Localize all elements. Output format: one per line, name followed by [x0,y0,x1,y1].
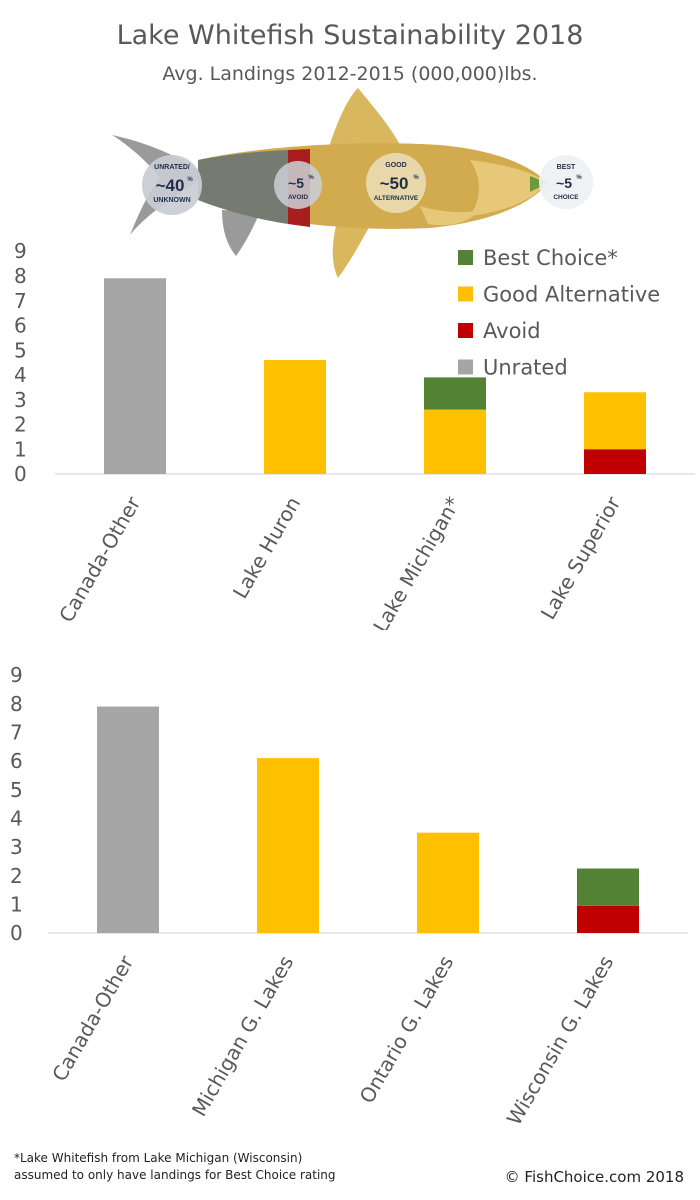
badge-best-bottom: CHOICE [553,194,579,201]
bar-lake-superior-avoid [584,449,646,474]
badge-good-value: ~50 [380,174,409,193]
y-tick-label: 9 [10,663,23,687]
footnote: *Lake Whitefish from Lake Michigan (Wisc… [14,1150,336,1184]
x-category-label: Lake Huron [228,493,305,603]
x-category-label: Lake Superior [536,492,626,624]
bar-lake-huron-good-alternative [264,360,326,474]
x-category-label: Lake Michigan* [368,493,465,631]
y-tick-label: 8 [14,264,27,288]
chart-subtitle: Avg. Landings 2012-2015 (000,000)lbs. [162,63,538,85]
bar-michigan-g-lakes-good-alternative [257,758,319,933]
y-tick-label: 2 [14,413,27,437]
y-tick-label: 9 [14,239,27,263]
badge-avoid: ~5 % AVOID [274,161,322,209]
legend-swatch-good-alternative [458,286,473,302]
y-tick-label: 8 [10,692,23,716]
legend-swatch-best-choice [458,250,473,265]
badge-best-choice: BEST ~5 % CHOICE [539,155,593,209]
badge-unrated-top: UNRATED/ [154,164,190,171]
fish-head [470,160,548,216]
badge-unrated-pct: % [187,177,193,183]
legend-label-avoid: Avoid [483,319,541,343]
x-category-label: Michigan G. Lakes [187,952,298,1121]
fish-pectoral-fin [420,206,480,226]
y-tick-label: 5 [10,778,23,802]
y-tick-label: 0 [14,462,27,486]
bar-lake-michigan-best-choice [424,377,486,410]
badge-avoid-pct: % [308,175,314,181]
y-tick-label: 0 [10,921,23,945]
y-tick-label: 3 [14,388,27,412]
y-tick-label: 6 [14,314,27,338]
y-tick-label: 3 [10,835,23,859]
legend-swatch-avoid [458,323,473,338]
badge-unrated: UNRATED/ ~40 % UNKNOWN [142,155,202,215]
chart-title: Lake Whitefish Sustainability 2018 [116,20,584,51]
fish-best-choice-section [530,176,548,192]
x-category-label: Wisconsin G. Lakes [502,952,619,1130]
fish-anal-fin [222,210,260,256]
badge-best-top: BEST [557,164,576,171]
copyright: © FishChoice.com 2018 [504,1168,684,1186]
x-category-label: Canada-Other [47,951,139,1085]
bar-canada-other-unrated [97,706,159,933]
y-tick-label: 1 [10,893,23,917]
bar-wisconsin-g-lakes-avoid [577,905,639,933]
bar-lake-michigan-good-alternative [424,409,486,474]
legend-label-good-alternative: Good Alternative [483,283,660,307]
badge-unrated-bottom: UNKNOWN [153,197,190,204]
footnote-line-1: *Lake Whitefish from Lake Michigan (Wisc… [14,1151,303,1165]
chart-state-landings: 0 1 2 3 4 5 6 7 8 9 Canada-Other Michigan G. Lakes O… [10,663,688,1130]
y-tick-label: 2 [10,864,23,888]
bar-lake-superior-good-alternative [584,392,646,450]
badge-good-top: GOOD [385,162,406,169]
bar-wisconsin-g-lakes-best-choice [577,868,639,906]
fish-pelvic-fin [332,218,372,278]
badge-avoid-bottom: AVOID [288,194,308,201]
y-tick-label: 7 [14,289,27,313]
x-category-label: Canada-Other [54,492,146,626]
bar-ontario-g-lakes-good-alternative [417,832,479,933]
legend-swatch-unrated [458,359,473,375]
badge-avoid-value: ~5 [288,175,304,191]
fish-illustration: UNRATED/ ~40 % UNKNOWN ~5 % AVOID GOOD ~… [112,88,593,278]
y-tick-label: 6 [10,749,23,773]
badge-unrated-value: ~40 [156,176,185,195]
legend-label-unrated: Unrated [483,356,568,380]
y-tick-label: 5 [14,338,27,362]
fish-unrated-section [198,150,288,224]
y-tick-label: 4 [14,363,27,387]
badge-best-pct: % [576,175,582,181]
y-tick-label: 7 [10,721,23,745]
footnote-line-2: assumed to only have landings for Best C… [14,1168,336,1182]
badge-best-value: ~5 [556,175,572,191]
badge-good-bottom: ALTERNATIVE [374,195,419,202]
y-tick-label: 4 [10,807,23,831]
badge-good-pct: % [413,175,419,181]
bar-canada-other-unrated [104,278,166,474]
x-category-label: Ontario G. Lakes [354,952,458,1108]
fish-dorsal-fin [328,88,404,152]
legend-label-best-choice: Best Choice* [483,246,618,270]
badge-good-alternative: GOOD ~50 % ALTERNATIVE [366,153,426,213]
y-tick-label: 1 [14,437,27,461]
